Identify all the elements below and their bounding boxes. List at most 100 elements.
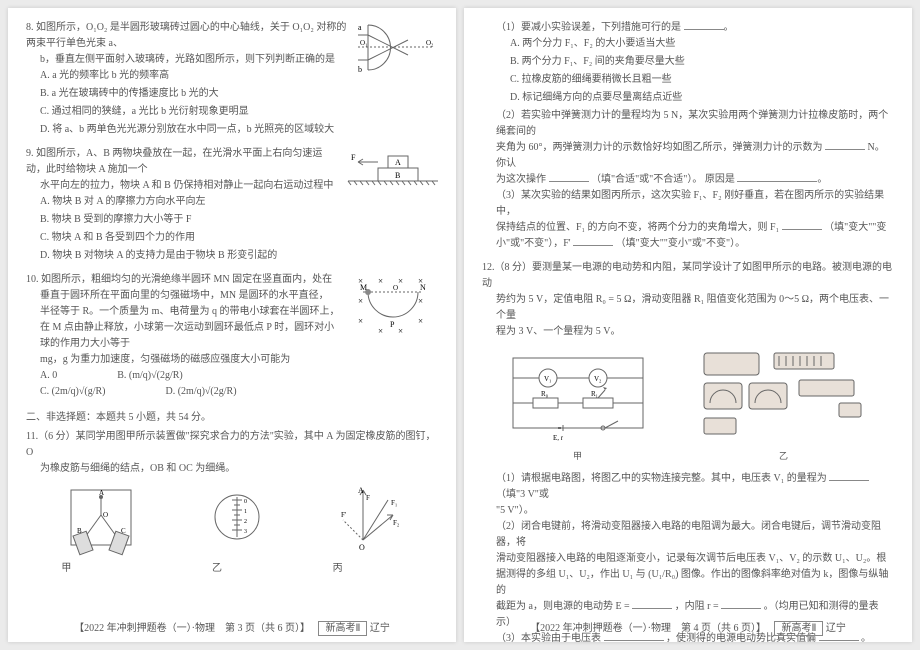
q11-p2d: 为这次操作 bbox=[496, 174, 546, 185]
svg-text:C: C bbox=[121, 527, 126, 535]
svg-text:F₂: F₂ bbox=[393, 519, 400, 527]
svg-text:N: N bbox=[420, 283, 426, 292]
svg-text:×: × bbox=[418, 316, 423, 326]
q10-opt-a: A. 0 bbox=[40, 368, 57, 384]
svg-text:V₂: V₂ bbox=[594, 375, 602, 383]
svg-text:×: × bbox=[358, 316, 363, 326]
q11-p2-blank2 bbox=[549, 172, 589, 182]
q11-p1-d: D. 标记细绳方向的点要尽量离结点近些 bbox=[510, 90, 894, 106]
svg-text:O₂: O₂ bbox=[426, 39, 434, 47]
svg-text:P: P bbox=[390, 320, 395, 329]
q11-figures: A O B C 甲 0 1 bbox=[26, 485, 438, 577]
svg-text:3: 3 bbox=[244, 529, 247, 535]
footer-left-box1: 新高考Ⅱ bbox=[318, 621, 367, 636]
footer-right-box2: 辽宁 bbox=[826, 623, 846, 634]
q11-p2f: 原因是 bbox=[705, 174, 735, 185]
svg-text:R₀: R₀ bbox=[541, 390, 549, 398]
q12-p1b: （填"3 V"或 bbox=[496, 489, 549, 500]
svg-text:a: a bbox=[358, 23, 362, 32]
q11-p2a: （2）若实验中弹簧测力计的量程均为 5 N，某次实验用两个弹簧测力计拉橡皮筋时，… bbox=[482, 108, 894, 140]
q12-stem: 12.（8 分）要测量某一电源的电动势和内阻，某同学设计了如图甲所示的电路。被测… bbox=[482, 260, 894, 292]
svg-text:E, r: E, r bbox=[553, 434, 564, 442]
svg-text:O: O bbox=[393, 284, 398, 292]
svg-text:O: O bbox=[359, 543, 365, 552]
footer-left: 【2022 年冲刺押题卷（一）·物理 第 3 页（共 6 页）】 新高考Ⅱ 辽宁 bbox=[8, 619, 456, 634]
q12-line2: 势约为 5 V，定值电阻 R₀ = 5 Ω，滑动变阻器 R₁ 阻值变化范围为 0… bbox=[482, 292, 894, 324]
svg-text:A: A bbox=[358, 486, 364, 495]
q11-continued: （1）要减小实验误差，下列措施可行的是 。 A. 两个分力 F₁、F₂ 的大小要… bbox=[482, 20, 894, 252]
q11-p2e: （填"合适"或"不合适"）。 bbox=[591, 174, 702, 185]
svg-text:B: B bbox=[77, 527, 82, 535]
q11-p3e: （填"变大""变小"或"不变"）。 bbox=[616, 238, 746, 249]
q11-fig-a: A O B C 甲 bbox=[61, 485, 141, 577]
q12-p2f: 。（均用已知和测得的量表 bbox=[764, 601, 879, 612]
q11-p3-blank2 bbox=[573, 236, 613, 246]
svg-text:F': F' bbox=[341, 511, 346, 519]
svg-text:O: O bbox=[103, 511, 108, 519]
q12-p2d: 截距为 a，则电源的电动势 E = bbox=[496, 601, 630, 612]
q10-line5: mg，g 为重力加速度，匀强磁场的磁感应强度大小可能为 bbox=[26, 352, 438, 368]
q9-opt-c: C. 物块 A 和 B 各受到四个力的作用 bbox=[40, 230, 438, 246]
q11-fig-a-label: 甲 bbox=[61, 561, 141, 577]
q12-p2a: （2）闭合电键前，将滑动变阻器接入电路的电阻调为最大。闭合电键后，调节滑动变阻器… bbox=[482, 519, 894, 551]
svg-text:0: 0 bbox=[244, 499, 247, 505]
q10-opt-d: D. (2m/q)√(2g/R) bbox=[165, 384, 236, 400]
q12-circuit: V₁ V₂ R₀ R₁ E, r 甲 bbox=[503, 348, 653, 463]
section-2-title: 二、非选择题：本题共 5 小题，共 54 分。 bbox=[26, 408, 438, 423]
q10-opt-c: C. (2m/q)√(g/R) bbox=[40, 384, 105, 400]
svg-text:V₁: V₁ bbox=[544, 375, 552, 383]
q12-p1-blank bbox=[829, 471, 869, 481]
svg-text:×: × bbox=[398, 326, 403, 336]
question-12: 12.（8 分）要测量某一电源的电动势和内阻，某同学设计了如图甲所示的电路。被测… bbox=[482, 260, 894, 642]
q11-p1: （1）要减小实验误差，下列措施可行的是 bbox=[496, 22, 681, 33]
footer-right-text: 【2022 年冲刺押题卷（一）·物理 第 4 页（共 6 页）】 bbox=[530, 623, 766, 634]
q11-p2-blank3 bbox=[737, 172, 817, 182]
svg-text:O₁: O₁ bbox=[360, 39, 368, 47]
q11-p3d: 小"或"不变"），F' bbox=[496, 238, 571, 249]
q12-p1a: （1）请根据电路图，将图乙中的实物连接完整。其中，电压表 V₁ 的量程为 bbox=[496, 473, 827, 484]
svg-text:A: A bbox=[395, 158, 401, 167]
q8-opt-b: B. a 光在玻璃砖中的传播速度比 b 光的大 bbox=[40, 86, 438, 102]
q10-figure: ×××× ×× ×××× M N O P bbox=[348, 272, 438, 346]
question-9: A B F 9. 如图所示，A、B 两物块叠放在一起，在光滑水平面上右向匀速运动… bbox=[26, 146, 438, 264]
q8-figure: a b O₁ O₂ bbox=[358, 20, 438, 79]
q12-p3a: （3）本实验由于电压表 bbox=[496, 633, 601, 642]
svg-text:1: 1 bbox=[244, 509, 247, 515]
q10-opt-b: B. (m/q)√(2g/R) bbox=[117, 368, 182, 384]
svg-text:×: × bbox=[398, 276, 403, 286]
q11-line2: 为橡皮筋与细绳的结点，OB 和 OC 为细绳。 bbox=[26, 461, 438, 477]
q11-p3b: 保持结点的位置、F₁ 的方向不变，将两个分力的夹角增大，则 F₁ bbox=[496, 222, 779, 233]
q9-opt-a: A. 物块 B 对 A 的摩擦力方向水平向左 bbox=[40, 194, 438, 210]
svg-text:F₁: F₁ bbox=[391, 499, 397, 507]
svg-text:×: × bbox=[418, 296, 423, 306]
q8-opt-c: C. 通过相同的狭缝，a 光比 b 光衍射现象更明显 bbox=[40, 104, 438, 120]
svg-text:R₁: R₁ bbox=[591, 390, 598, 398]
q11-fig-c: O A F₁ F₂ F F' 丙 bbox=[333, 485, 403, 577]
q10-opts-row2: C. (2m/q)√(g/R) D. (2m/q)√(2g/R) bbox=[26, 384, 438, 400]
q12-p2e: ，内阻 r = bbox=[675, 601, 719, 612]
question-11: 11.（6 分）某同学用图甲所示装置做"探究求合力的方法"实验，其中 A 为固定… bbox=[26, 429, 438, 577]
q11-p1-a: A. 两个分力 F₁、F₂ 的大小要适当大些 bbox=[510, 36, 894, 52]
footer-left-text: 【2022 年冲刺押题卷（一）·物理 第 3 页（共 6 页）】 bbox=[74, 623, 310, 634]
svg-text:F: F bbox=[351, 153, 356, 162]
q11-p2-blank1 bbox=[825, 140, 865, 150]
q11-fig-b-label: 乙 bbox=[212, 561, 262, 577]
page-left: a b O₁ O₂ 8. 如图所示，O₁O₂ 是半圆形玻璃砖过圆心的中心轴线，关… bbox=[8, 8, 456, 642]
q12-p2-blank1 bbox=[632, 599, 672, 609]
footer-right: 【2022 年冲刺押题卷（一）·物理 第 4 页（共 6 页）】 新高考Ⅱ 辽宁 bbox=[464, 619, 912, 634]
q12-figures: V₁ V₂ R₀ R₁ E, r 甲 bbox=[482, 348, 894, 463]
q10-opts-row1: A. 0 B. (m/q)√(2g/R) bbox=[26, 368, 438, 384]
q11-p3-blank1 bbox=[782, 220, 822, 230]
question-8: a b O₁ O₂ 8. 如图所示，O₁O₂ 是半圆形玻璃砖过圆心的中心轴线，关… bbox=[26, 20, 438, 138]
q11-p3c: （填"变大""变 bbox=[824, 222, 886, 233]
svg-text:×: × bbox=[378, 276, 383, 286]
footer-right-box1: 新高考Ⅱ bbox=[774, 621, 823, 636]
question-10: ×××× ×× ×××× M N O P 10. 如图所示，粗细均匀的光滑绝缘半… bbox=[26, 272, 438, 400]
q9-opt-d: D. 物块 B 对物块 A 的支持力是由于物块 B 形变引起的 bbox=[40, 248, 438, 264]
svg-text:b: b bbox=[358, 65, 362, 74]
q12-p2c: 据测得的多组 U₁、U₂，作出 U₁ 与 (U₁/R₀) 图像。作出的图像斜率绝… bbox=[482, 567, 894, 599]
q12-line3: 程为 3 V、一个量程为 5 V。 bbox=[482, 324, 894, 340]
q9-opt-b: B. 物块 B 受到的摩擦力大小等于 F bbox=[40, 212, 438, 228]
q12-p3c: 。 bbox=[861, 633, 871, 642]
svg-text:A: A bbox=[99, 489, 104, 497]
